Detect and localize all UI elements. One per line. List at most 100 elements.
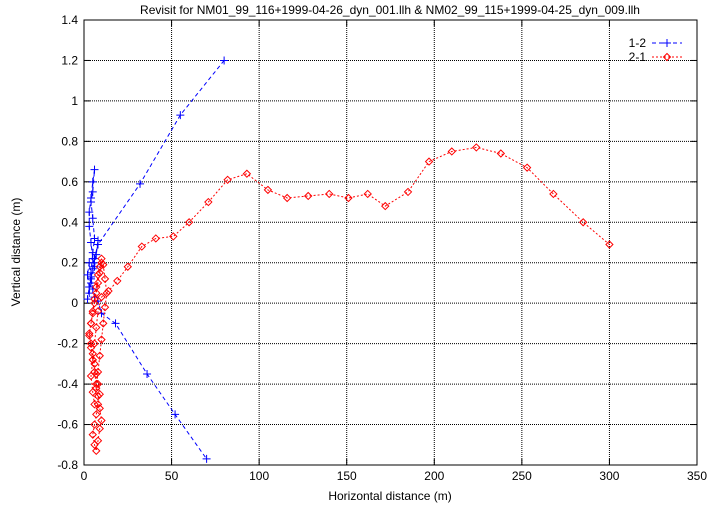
y-tick-label: -0.8 (57, 458, 78, 472)
y-axis-label: Vertical distance (m) (9, 198, 23, 307)
x-tick-label: 200 (424, 469, 444, 483)
plus-marker (92, 250, 101, 259)
series-layer (83, 56, 614, 463)
plus-marker (85, 258, 94, 267)
diamond-marker (92, 282, 101, 292)
diamond-marker (100, 303, 110, 312)
chart-title: Revisit for NM01_99_116+1999-04-26_dyn_0… (140, 3, 640, 17)
diamond-marker (662, 52, 672, 62)
diamond-marker (93, 307, 103, 316)
y-tick-label: -0.4 (57, 377, 78, 391)
diamond-marker (363, 189, 372, 199)
y-tick-label: 0.6 (61, 175, 78, 189)
diamond-marker (93, 270, 103, 280)
diamond-marker (85, 331, 94, 340)
y-tick-label: 0.4 (61, 215, 78, 229)
diamond-marker (93, 379, 103, 389)
diamond-marker (95, 262, 104, 271)
y-tick-label: 0.8 (61, 134, 78, 148)
plus-marker (87, 194, 96, 202)
diamond-marker (86, 319, 96, 328)
y-tick-label: -0.2 (57, 337, 78, 351)
diamond-marker (95, 404, 104, 413)
plus-marker (171, 410, 180, 419)
diamond-marker (93, 367, 103, 377)
plot-frame (83, 19, 698, 466)
diamond-marker (324, 189, 334, 199)
plus-marker (90, 234, 99, 243)
diamond-marker (95, 424, 104, 433)
axes: 0 50 100 150 200 250 300 350 -0.8 -0.6 -0.4 -0.2 0 0.… (57, 13, 707, 483)
diamond-marker (97, 254, 106, 263)
diamond-marker (522, 163, 532, 172)
diamond-marker (344, 193, 353, 203)
y-tick-label: 1.2 (61, 53, 78, 67)
x-tick-label: 100 (249, 469, 269, 483)
diamond-marker (204, 197, 213, 207)
diamond-marker (169, 232, 178, 241)
diamond-marker (97, 292, 106, 302)
diamond-marker (447, 147, 457, 156)
diamond-marker (90, 294, 99, 304)
plus-marker (663, 39, 671, 47)
diamond-marker (549, 189, 558, 199)
plus-marker (90, 165, 99, 174)
y-tick-label: 1 (71, 94, 78, 108)
diamond-marker (88, 349, 97, 358)
plus-marker (88, 187, 97, 196)
diamond-marker (92, 369, 101, 379)
series-line (88, 146, 610, 451)
plus-marker (87, 238, 96, 247)
diamond-marker (100, 274, 110, 284)
plus-marker (85, 283, 94, 291)
diamond-marker (97, 416, 106, 425)
diamond-marker (95, 351, 104, 360)
diamond-marker (424, 157, 434, 166)
diamond-marker (93, 436, 103, 445)
plus-marker (202, 454, 211, 463)
diamond-marker (303, 191, 313, 201)
plus-marker (88, 214, 97, 223)
diamond-marker (223, 175, 232, 185)
plus-marker (143, 369, 152, 378)
diamond-marker (113, 276, 122, 286)
diamond-marker (184, 218, 194, 227)
diamond-marker (605, 240, 614, 249)
y-tick-label: 0.2 (61, 256, 78, 270)
diamond-marker (92, 446, 101, 456)
legend: 1-22-1 (629, 36, 682, 64)
diamond-marker (90, 339, 99, 348)
series-2-1 (85, 143, 614, 456)
x-axis-label: Horizontal distance (m) (328, 489, 451, 503)
plus-marker (88, 177, 97, 186)
x-tick-label: 300 (599, 469, 619, 483)
diamond-marker (88, 430, 97, 439)
diamond-marker (578, 218, 588, 227)
diamond-marker (90, 298, 99, 308)
plus-marker (176, 111, 185, 120)
diamond-marker (472, 143, 481, 152)
diamond-marker (381, 201, 390, 211)
diamond-marker (151, 234, 161, 243)
diamond-marker (93, 278, 103, 288)
plus-marker (83, 295, 92, 304)
diamond-marker (137, 242, 147, 251)
legend-label: 2-1 (629, 50, 647, 64)
legend-label: 1-2 (629, 36, 647, 50)
plus-marker (111, 319, 120, 328)
diamond-marker (123, 262, 132, 271)
diamond-marker (86, 371, 96, 381)
diamond-marker (403, 187, 413, 197)
plus-marker (88, 254, 97, 263)
diamond-marker (92, 379, 101, 389)
y-tick-label: 0 (71, 296, 78, 310)
plus-marker (220, 56, 229, 65)
plus-marker (85, 208, 94, 217)
plus-marker (88, 264, 97, 273)
diamond-marker (92, 410, 101, 419)
plus-marker (87, 272, 96, 281)
diamond-marker (102, 288, 111, 298)
diamond-marker (92, 323, 101, 332)
diamond-marker (85, 329, 94, 338)
